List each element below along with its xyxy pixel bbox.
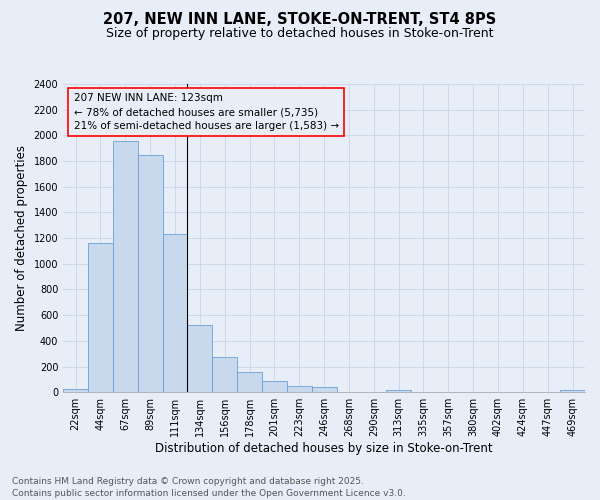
Bar [138,154,163,392]
X-axis label: Distribution of detached houses by size in Stoke-on-Trent: Distribution of detached houses by size … [155,442,493,455]
Bar [311,388,337,392]
Bar [287,386,311,392]
Text: Contains HM Land Registry data © Crown copyright and database right 2025.
Contai: Contains HM Land Registry data © Crown c… [12,476,406,498]
Bar [63,389,88,392]
Text: 207, NEW INN LANE, STOKE-ON-TRENT, ST4 8PS: 207, NEW INN LANE, STOKE-ON-TRENT, ST4 8… [103,12,497,28]
Bar [212,357,237,392]
Bar [386,390,411,392]
Bar [163,234,187,392]
Bar [262,380,287,392]
Y-axis label: Number of detached properties: Number of detached properties [15,145,28,331]
Bar [187,326,212,392]
Bar [237,372,262,392]
Bar [560,390,585,392]
Bar [113,140,138,392]
Text: Size of property relative to detached houses in Stoke-on-Trent: Size of property relative to detached ho… [106,28,494,40]
Bar [88,243,113,392]
Text: 207 NEW INN LANE: 123sqm
← 78% of detached houses are smaller (5,735)
21% of sem: 207 NEW INN LANE: 123sqm ← 78% of detach… [74,93,339,131]
